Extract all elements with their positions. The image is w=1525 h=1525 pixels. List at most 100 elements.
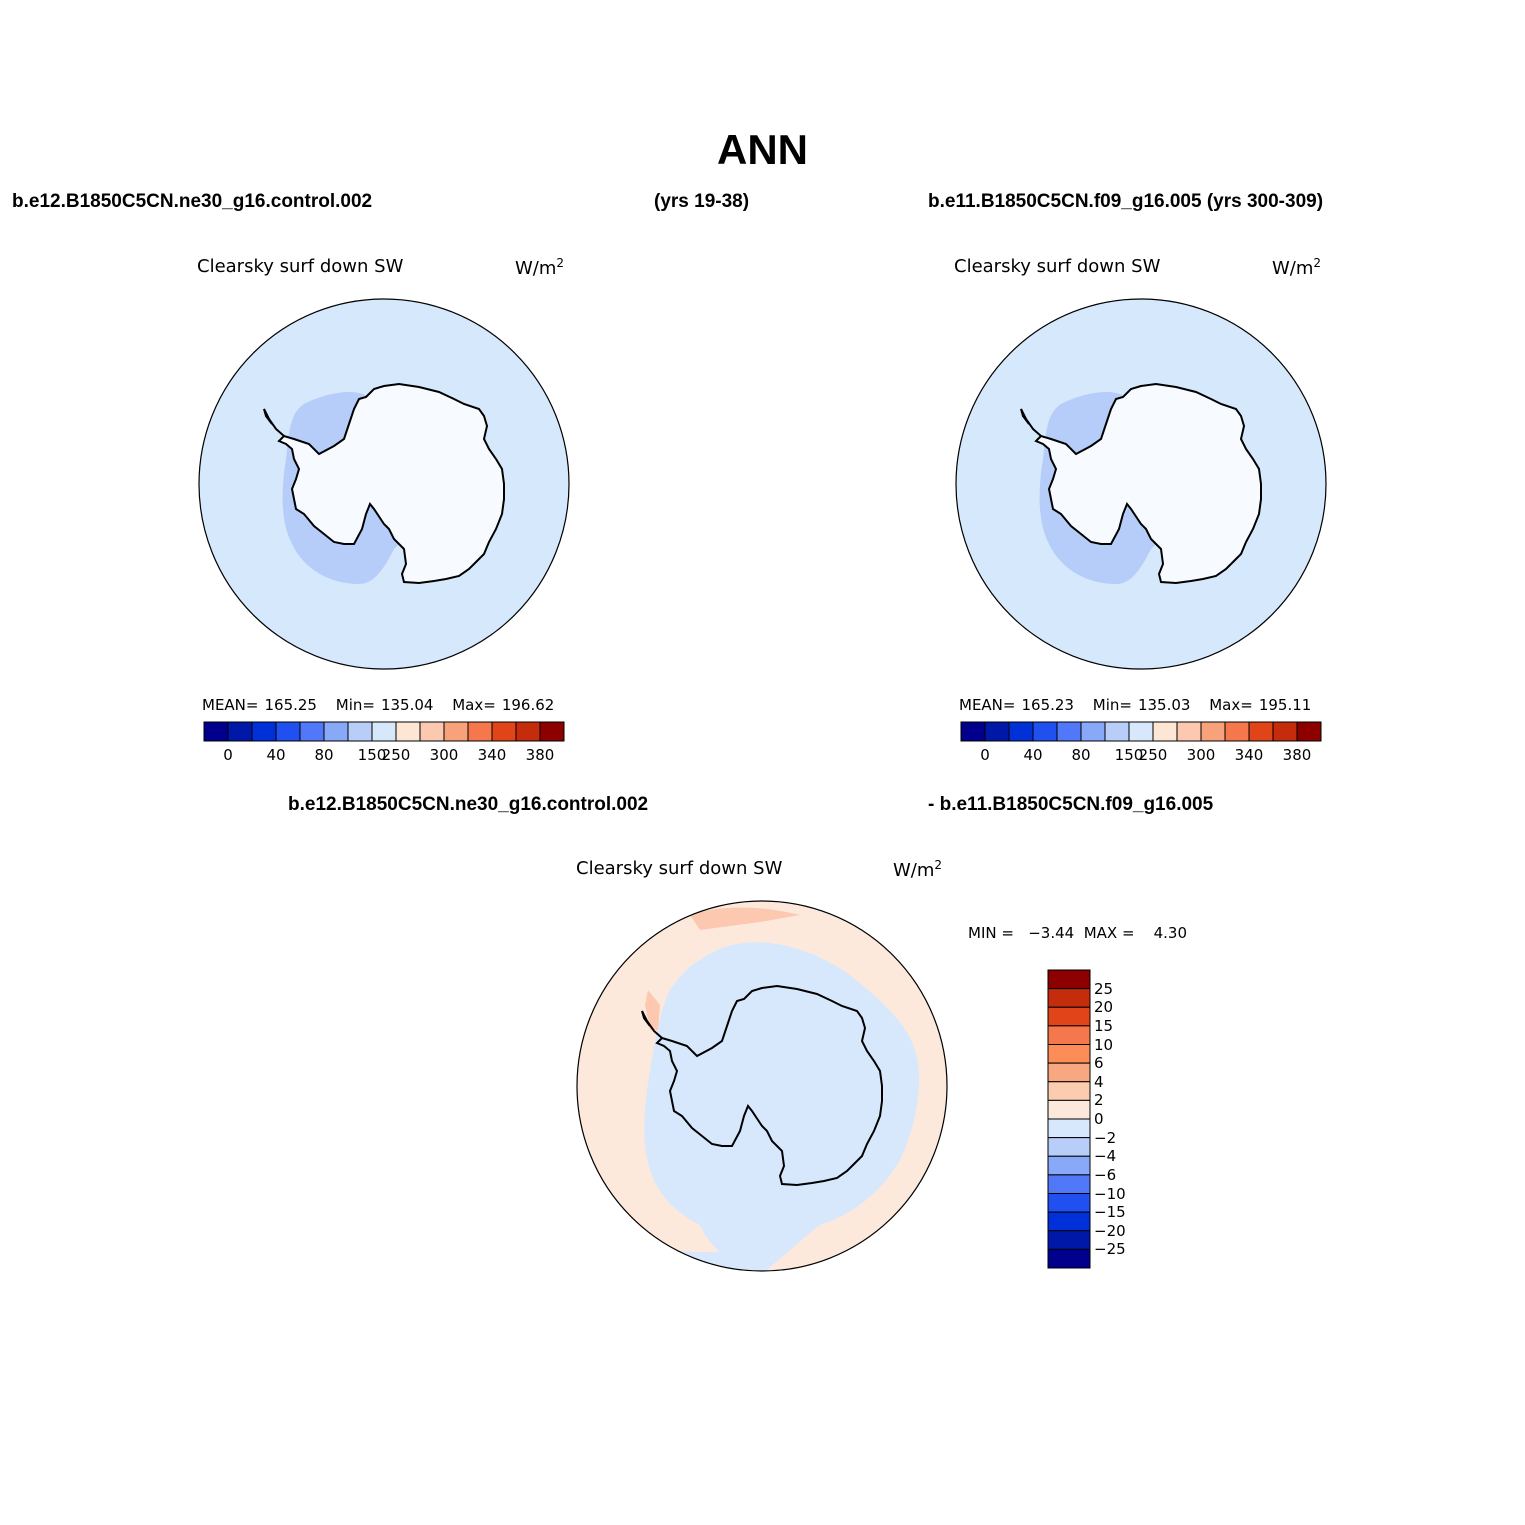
colorbar-diff-tick-label: 0 [1094, 1110, 1104, 1128]
colorbar-left-tick-label: 80 [314, 746, 334, 764]
colorbar-diff-tick-label: −15 [1094, 1203, 1126, 1222]
colorbar-diff-swatch [1047, 1006, 1091, 1027]
colorbar-right-swatch [960, 721, 986, 742]
colorbar-left-swatch [419, 721, 445, 742]
colorbar-left-tick-label: 250 [381, 746, 411, 764]
colorbar-right-swatch [1128, 721, 1154, 742]
colorbar-diff-tick-label: 10 [1094, 1035, 1114, 1054]
colorbar-diff-swatch [1047, 1118, 1091, 1139]
map-left [199, 299, 569, 669]
colorbar-left-swatch [227, 721, 253, 742]
colorbar-left-swatch [539, 721, 565, 742]
map-diff-strong-positive [645, 990, 660, 1030]
colorbar-left-swatch [515, 721, 541, 742]
left-stats: MEAN= 165.25 Min= 135.04 Max= 196.62 [202, 696, 568, 714]
colorbar-left-swatch [371, 721, 397, 742]
right-panel-units: W/m2 [1272, 256, 1322, 279]
colorbar-diff-tick-label: 4 [1094, 1072, 1104, 1091]
left-panel-title: Clearsky surf down SW [197, 256, 404, 277]
colorbar-diff-tick-label: 20 [1094, 998, 1114, 1017]
colorbar-right-swatch [1296, 721, 1322, 742]
map-diff-border [576, 900, 948, 1272]
colorbar-right-swatch [1032, 721, 1058, 742]
colorbar-diff-swatch [1047, 1025, 1091, 1045]
right-max-value: 195.11 [1258, 696, 1312, 714]
case1-years: (yrs 19-38) [654, 191, 750, 212]
colorbar-left-tick-label: 40 [266, 746, 286, 764]
colorbar-left-swatch [323, 721, 349, 742]
colorbar-right-swatch [1152, 721, 1178, 742]
colorbar-left-swatch [203, 721, 229, 742]
right-max-label: Max= [1209, 696, 1253, 714]
colorbar-diff-swatch [1047, 1248, 1091, 1269]
colorbar-left-swatch [347, 721, 373, 742]
left-mean-value: 165.25 [264, 696, 317, 714]
colorbar-left-swatch [467, 721, 493, 742]
colorbar-right-swatch [1104, 721, 1130, 742]
colorbar-diff-tick-label: 25 [1094, 979, 1114, 998]
colorbar-right [960, 721, 1322, 742]
colorbar-diff-tick-label: −10 [1094, 1184, 1126, 1203]
diff-label-right: - b.e11.B1850C5CN.f09_g16.005 [928, 794, 1214, 815]
map-right [956, 299, 1326, 669]
colorbar-right-tick-label: 150 [1114, 746, 1144, 764]
colorbar-right-tick-label: 380 [1282, 746, 1312, 764]
colorbar-right-swatch [984, 721, 1010, 742]
diff-minmax: MIN = −3.44 MAX = 4.30 [968, 924, 1188, 942]
colorbar-left-swatch [251, 721, 277, 742]
figure-title: ANN [717, 126, 808, 173]
colorbar-right-swatch [1248, 721, 1274, 742]
colorbar-diff-tick-label: 15 [1094, 1016, 1114, 1035]
colorbar-right-tick-label: 80 [1071, 746, 1091, 764]
map-right-border [955, 298, 1327, 670]
colorbar-left [203, 721, 565, 742]
right-min-value: 135.03 [1137, 696, 1191, 714]
colorbar-right-tick-label: 340 [1234, 746, 1264, 764]
colorbar-diff-swatch [1047, 1230, 1091, 1250]
diff-label-left: b.e12.B1850C5CN.ne30_g16.control.002 [288, 794, 649, 815]
colorbar-diff-swatch [1047, 1099, 1091, 1120]
colorbar-left-swatch [395, 721, 421, 742]
right-stats: MEAN= 165.23 Min= 135.03 Max= 195.11 [959, 696, 1325, 714]
left-panel-units: W/m2 [515, 256, 565, 279]
colorbar-diff [1047, 969, 1091, 1269]
colorbar-right-swatch [1272, 721, 1298, 742]
colorbar-diff-swatch [1047, 1211, 1091, 1232]
diff-panel-title: Clearsky surf down SW [576, 858, 783, 879]
colorbar-diff-swatch [1047, 1174, 1091, 1194]
right-mean-label: MEAN= [959, 696, 1016, 714]
left-mean-label: MEAN= [202, 696, 259, 714]
colorbar-right-tick-label: 300 [1186, 746, 1216, 764]
colorbar-diff-tick-label: −2 [1094, 1128, 1117, 1147]
colorbar-right-swatch [1200, 721, 1226, 742]
colorbar-right-tick-label: 0 [980, 746, 990, 764]
left-min-value: 135.04 [380, 696, 434, 714]
colorbar-right-swatch [1056, 721, 1082, 742]
colorbar-diff-swatch [1047, 1044, 1091, 1064]
colorbar-right-swatch [1008, 721, 1034, 742]
colorbar-right-swatch [1080, 721, 1106, 742]
colorbar-left-swatch [491, 721, 517, 742]
colorbar-diff-swatch [1047, 1062, 1091, 1083]
colorbar-diff-swatch [1047, 988, 1091, 1008]
colorbar-left-tick-label: 300 [429, 746, 459, 764]
colorbar-left-swatch [443, 721, 469, 742]
colorbar-diff-swatch [1047, 1193, 1091, 1213]
right-panel-title: Clearsky surf down SW [954, 256, 1161, 277]
colorbar-diff-swatch [1047, 1155, 1091, 1176]
colorbar-right-swatch [1224, 721, 1250, 742]
colorbar-diff-tick-label: 2 [1094, 1091, 1104, 1110]
right-min-label: Min= [1092, 696, 1132, 714]
colorbar-diff-swatch [1047, 969, 1091, 990]
colorbar-diff-tick-label: −25 [1094, 1240, 1126, 1259]
colorbar-left-swatch [275, 721, 301, 742]
diff-panel-units: W/m2 [893, 858, 943, 881]
colorbar-left-tick-label: 0 [223, 746, 233, 764]
colorbar-right-swatch [1176, 721, 1202, 742]
colorbar-right-tick-label: 250 [1138, 746, 1168, 764]
case1-label: b.e12.B1850C5CN.ne30_g16.control.002 [12, 191, 373, 212]
left-max-value: 196.62 [501, 696, 555, 714]
colorbar-left-tick-label: 340 [477, 746, 507, 764]
colorbar-diff-tick-label: −4 [1094, 1147, 1117, 1166]
colorbar-right-tick-label: 40 [1023, 746, 1043, 764]
